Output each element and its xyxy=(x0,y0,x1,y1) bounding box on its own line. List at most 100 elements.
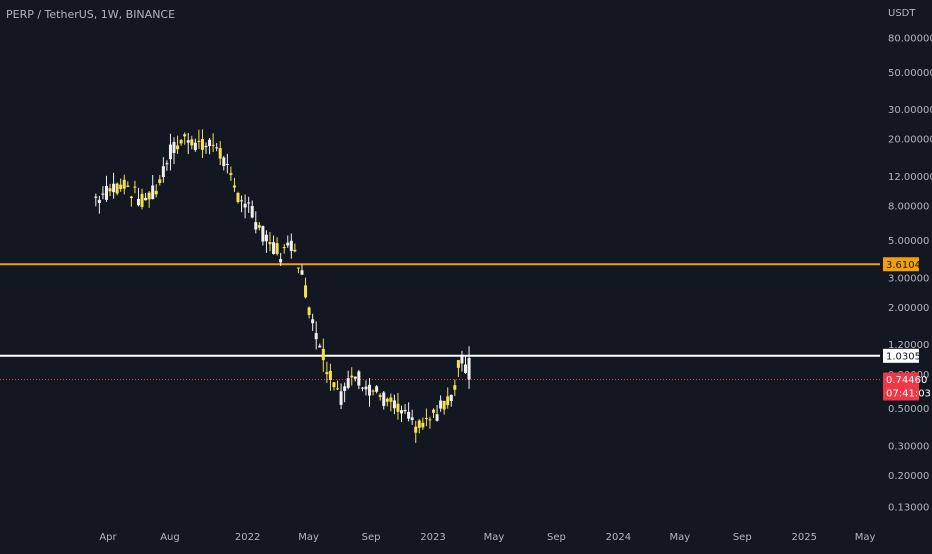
candle-body xyxy=(240,200,244,202)
last-price-countdown: 07:41:03 xyxy=(886,389,931,400)
candle-body xyxy=(311,319,315,324)
candle-body xyxy=(190,139,194,146)
price-tag-label: 3.61040 xyxy=(886,260,927,271)
y-tick-label: 80.00000 xyxy=(888,34,932,45)
candle-body xyxy=(328,370,332,381)
candle-body xyxy=(382,392,386,406)
candle-body xyxy=(229,173,233,175)
candle-body xyxy=(453,385,457,390)
candle-body xyxy=(314,333,318,340)
candle-body xyxy=(122,179,126,189)
candle-body xyxy=(456,360,460,368)
candle-body xyxy=(378,395,382,397)
candle-body xyxy=(286,242,290,246)
candle-body xyxy=(168,144,172,160)
x-tick-label: May xyxy=(298,532,319,543)
candle-body xyxy=(442,400,446,410)
x-tick-label: 2024 xyxy=(606,532,631,543)
candle-body xyxy=(144,197,148,201)
candle-body xyxy=(257,225,261,228)
y-tick-label: 20.00000 xyxy=(888,135,932,146)
candle-body xyxy=(183,134,187,137)
last-price-label: 0.74460 xyxy=(886,375,927,386)
candle-body xyxy=(346,378,350,388)
candle-body xyxy=(104,185,108,200)
y-tick-label: 30.00000 xyxy=(888,105,932,116)
candle-body xyxy=(165,163,169,165)
candle-body xyxy=(289,240,293,252)
candle-body xyxy=(272,242,276,255)
candle-body xyxy=(439,400,443,409)
candle-body xyxy=(282,247,286,249)
x-tick-label: Sep xyxy=(733,532,752,543)
candle-body xyxy=(140,193,144,207)
candle-body xyxy=(94,196,98,198)
candle-body xyxy=(136,198,140,206)
candle-body xyxy=(371,390,375,392)
candle-body xyxy=(211,144,215,146)
candle-body xyxy=(129,196,133,199)
y-tick-label: 0.13000 xyxy=(888,503,929,514)
candle-body xyxy=(318,345,322,348)
y-axis-unit: USDT xyxy=(888,8,916,19)
y-tick-label: 3.00000 xyxy=(888,273,929,284)
candle-body xyxy=(161,166,165,178)
candle-body xyxy=(414,426,418,433)
candle-body xyxy=(147,192,151,200)
candle-body xyxy=(357,371,361,386)
candle-body xyxy=(307,307,311,315)
candle-body xyxy=(101,193,105,195)
x-tick-label: May xyxy=(484,532,505,543)
y-tick-label: 1.20000 xyxy=(888,340,929,351)
candle-body xyxy=(360,387,364,389)
candle-body xyxy=(332,382,336,388)
candle-body xyxy=(304,285,308,298)
y-tick-label: 2.00000 xyxy=(888,303,929,314)
y-tick-label: 0.20000 xyxy=(888,471,929,482)
candle-body xyxy=(400,410,404,414)
candle-body xyxy=(172,142,176,153)
last-price-tag xyxy=(883,372,919,401)
candle-body xyxy=(421,422,425,428)
candle-body xyxy=(343,386,347,391)
candle-body xyxy=(97,199,101,204)
y-tick-label: 50.00000 xyxy=(888,68,932,79)
candle-body xyxy=(275,243,279,254)
candle-body xyxy=(119,184,123,190)
candle-body xyxy=(392,400,396,409)
candle-body xyxy=(403,409,407,412)
x-tick-label: 2025 xyxy=(791,532,816,543)
symbol-title[interactable]: PERP / TetherUS, 1W, BINANCE xyxy=(6,8,176,21)
candle-body xyxy=(300,270,304,275)
candle-body xyxy=(435,414,439,421)
candle-body xyxy=(133,186,137,188)
candle-body xyxy=(115,183,119,194)
x-tick-label: Aug xyxy=(160,532,180,543)
x-tick-label: 2023 xyxy=(420,532,445,543)
candle-body xyxy=(236,192,240,203)
candle-body xyxy=(222,157,226,167)
candle-body xyxy=(250,206,254,218)
candle-body xyxy=(417,420,421,428)
candle-body xyxy=(449,394,453,402)
candle-body xyxy=(353,376,357,379)
candle-body xyxy=(368,384,372,396)
price-tag-orange xyxy=(883,257,919,272)
candle-body xyxy=(407,411,411,419)
candle-body xyxy=(247,202,251,204)
candle-body xyxy=(396,403,400,412)
candle-body xyxy=(339,391,343,405)
y-tick-label: 5.00000 xyxy=(888,236,929,247)
candle-body xyxy=(264,234,268,242)
price-tag-white xyxy=(883,348,919,363)
candle-body xyxy=(336,388,340,390)
candle-body xyxy=(126,185,130,187)
candle-body xyxy=(321,348,325,361)
candle-body xyxy=(375,386,379,392)
candle-body xyxy=(215,147,219,149)
candle-body xyxy=(424,418,428,420)
candle-body xyxy=(446,396,450,406)
candle-body xyxy=(154,190,158,195)
